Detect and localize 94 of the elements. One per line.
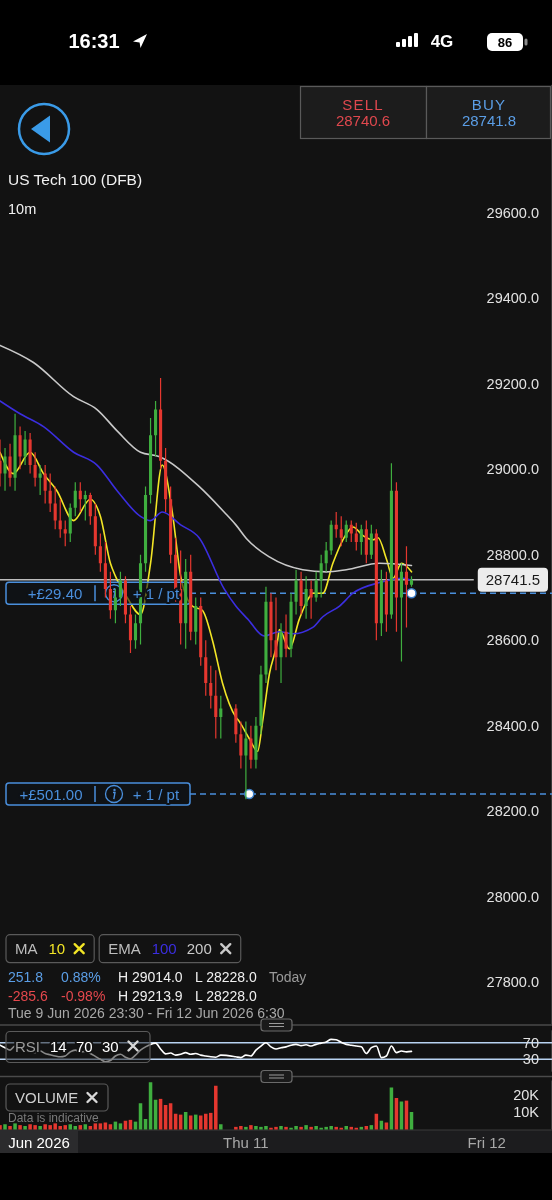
candlestick: [249, 725, 253, 769]
annotation: +£29.40: [27, 584, 83, 602]
bar: [83, 1124, 88, 1130]
annotation: Data is indicative: [8, 1111, 100, 1125]
candlestick: [264, 586, 268, 683]
bar: [8, 1126, 12, 1130]
bar: [284, 1126, 288, 1130]
y-tick-label: 29400.0: [486, 290, 539, 307]
annotation: 30: [102, 1037, 119, 1055]
bar: [93, 1123, 98, 1130]
bar: [249, 1125, 253, 1130]
candlestick: [269, 593, 273, 658]
text: VOLUME: [15, 1089, 79, 1106]
text: 4G: [430, 31, 454, 51]
y-tick-label: 29600.0: [486, 205, 539, 221]
annotation: + 1 / pt: [132, 785, 180, 803]
bar: [349, 1126, 354, 1130]
bar: [359, 1126, 364, 1130]
y-tick-label: 28200.0: [486, 803, 539, 820]
candlestick: [3, 447, 7, 491]
y-tick-label: 27800.0: [486, 974, 539, 990]
y-tick-label: 28400.0: [486, 717, 539, 734]
bar: [369, 1125, 374, 1130]
candlestick: [274, 597, 278, 671]
candlestick: [284, 614, 288, 658]
annotation: MA: [15, 940, 38, 958]
text: 10m: [8, 200, 37, 217]
candlestick: [294, 569, 298, 615]
annotation: Today: [269, 969, 307, 985]
candlestick: [279, 623, 283, 683]
line-series: [0, 451, 413, 753]
y-tick-label: 10K: [513, 1104, 540, 1120]
annotation: L 28228.0: [195, 969, 257, 985]
bar: [3, 1124, 7, 1130]
bar: [344, 1126, 349, 1130]
bar: [108, 1124, 113, 1130]
bar: [98, 1123, 103, 1130]
text: 86: [497, 34, 513, 50]
candlestick: [23, 430, 27, 466]
bar: [13, 1123, 17, 1130]
annotation: SELL: [342, 95, 384, 113]
annotation: Tue 9 Jun 2026 23:30 - Fri 12 Jun 2026 6:30: [8, 1005, 285, 1021]
bar: [364, 1126, 369, 1130]
line-series: [0, 400, 413, 637]
bar: [219, 1124, 223, 1130]
annotation: 70: [76, 1037, 93, 1055]
annotation: EMA: [108, 940, 141, 958]
annotation: BUY: [471, 95, 507, 113]
text: 16:31: [68, 30, 120, 52]
text: Jun 2026: [8, 1133, 70, 1151]
annotation: H 29213.9: [118, 988, 183, 1004]
bar: [309, 1126, 313, 1130]
y-tick-label: 29200.0: [486, 375, 539, 392]
legend-label: 200: [186, 940, 212, 958]
y-tick-label: 20K: [513, 1086, 540, 1103]
candlestick: [259, 665, 263, 735]
bar: [23, 1126, 27, 1130]
x-tick-label: Thu 11: [223, 1133, 269, 1151]
y-tick-label: 28000.0: [486, 888, 539, 905]
x-tick-label: Fri 12: [467, 1133, 506, 1151]
bar: [244, 1126, 248, 1130]
bar: [88, 1126, 93, 1130]
annotation: 0.88%: [61, 969, 101, 985]
annotation: H 29014.0: [118, 969, 183, 985]
bar: [73, 1126, 78, 1130]
annotation: +£501.00: [19, 785, 83, 803]
annotation: -0.98%: [61, 988, 106, 1004]
annotation: L 28228.0: [195, 988, 257, 1004]
candlestick: [8, 443, 12, 487]
bar: [304, 1125, 308, 1130]
candlestick: [13, 413, 17, 491]
bar: [18, 1125, 22, 1130]
candlestick: [289, 593, 293, 658]
line-series: [0, 344, 413, 573]
y-tick-label: 29000.0: [486, 461, 539, 478]
bar: [279, 1126, 283, 1130]
bar: [118, 1123, 123, 1130]
bar: [38, 1126, 42, 1130]
y-tick-label: 28800.0: [486, 546, 539, 563]
annotation: 28741.8: [461, 111, 517, 129]
line-series: [0, 1038, 413, 1063]
legend-label: 10: [48, 940, 66, 958]
text: 100: [151, 940, 177, 958]
annotation: 251.8: [8, 969, 44, 985]
bar: [68, 1124, 73, 1130]
bar: [299, 1126, 303, 1130]
ref-line-label: 28741.5: [485, 571, 541, 589]
annotation: 14: [50, 1037, 67, 1055]
y-tick-label: 28600.0: [486, 632, 539, 649]
bar: [78, 1125, 83, 1130]
candlestick: [18, 426, 22, 470]
text: US Tech 100 (DFB): [8, 170, 143, 188]
annotation: -285.6: [8, 988, 48, 1004]
annotation: 28740.6: [335, 111, 391, 129]
